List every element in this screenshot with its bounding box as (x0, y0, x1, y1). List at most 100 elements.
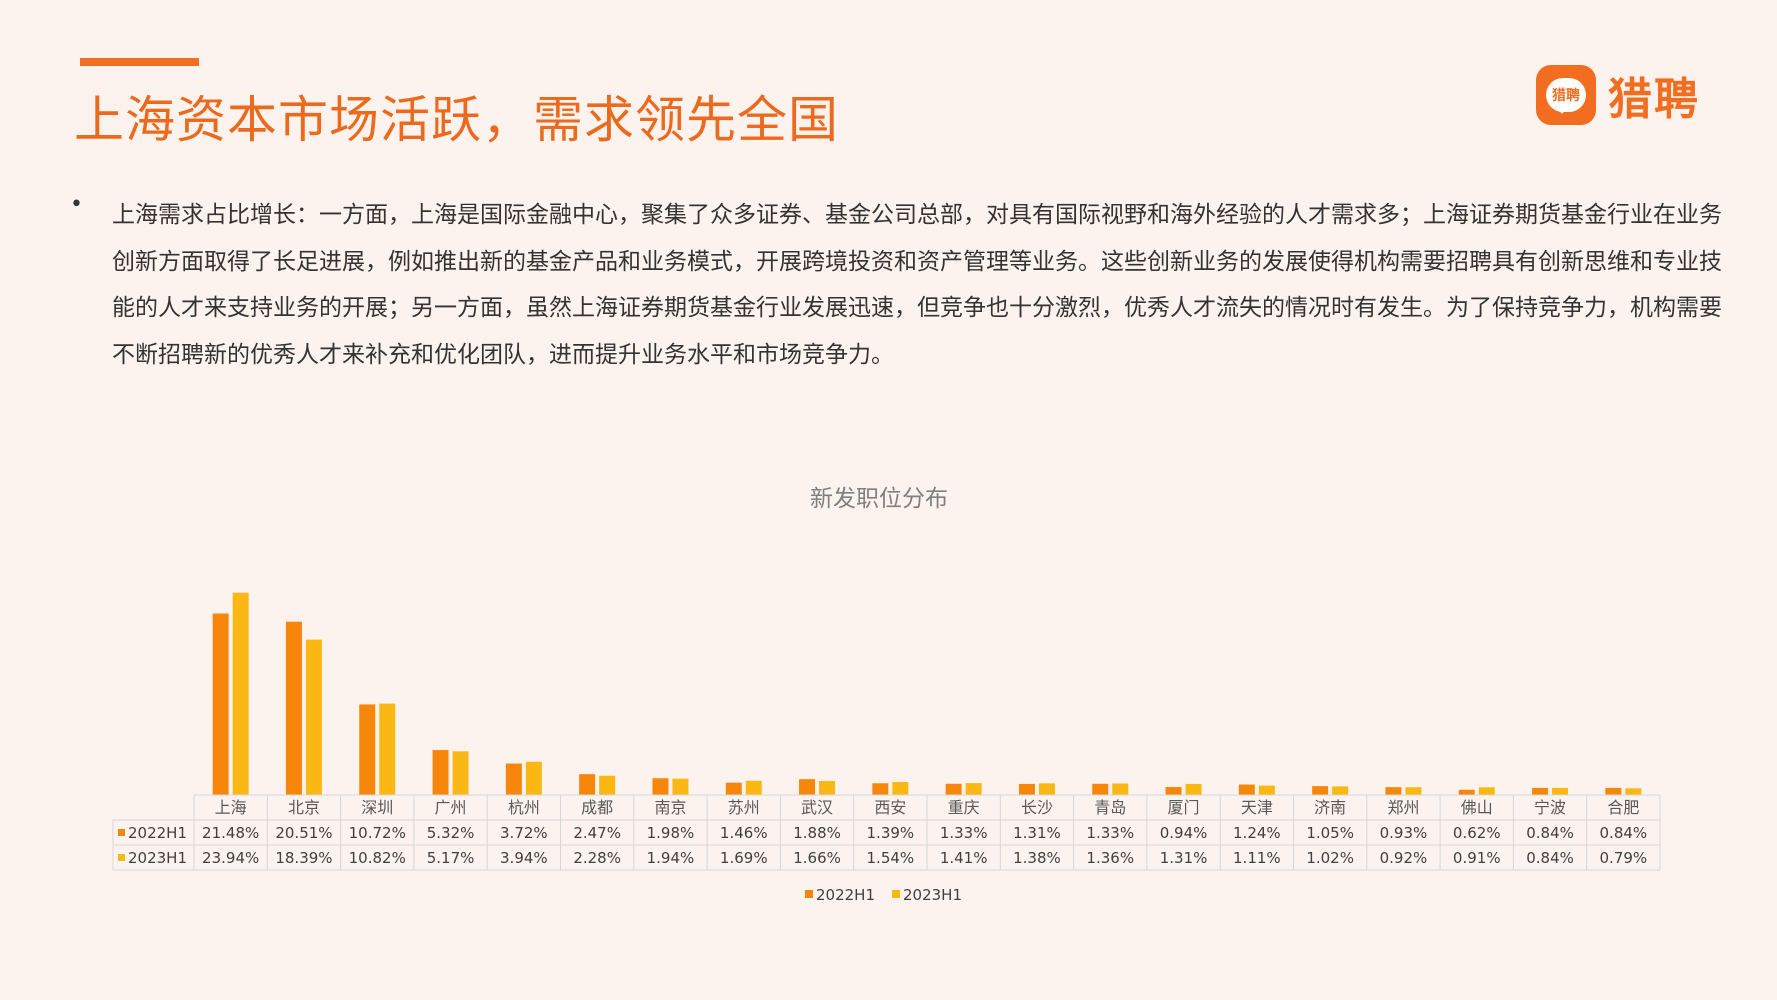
bar-2022h1 (1458, 789, 1475, 795)
chart-title: 新发职位分布 (810, 486, 948, 512)
category-label: 杭州 (508, 798, 540, 817)
bar-2023h1 (525, 761, 542, 795)
legend: 2022H1 2023H1 (805, 886, 962, 904)
bar-2023h1 (1625, 788, 1642, 795)
bar-2023h1 (379, 703, 396, 795)
data-value: 1.33% (1086, 824, 1134, 842)
bar-2022h1 (1165, 787, 1182, 795)
bar-2022h1 (212, 613, 229, 795)
bar-2022h1 (432, 750, 449, 795)
bar-2023h1 (599, 775, 616, 795)
data-value: 3.94% (500, 849, 548, 867)
data-value: 1.33% (940, 824, 988, 842)
bar-2023h1 (1552, 787, 1569, 795)
data-value: 1.94% (647, 849, 695, 867)
legend-swatch (805, 890, 813, 898)
data-value: 20.51% (275, 824, 332, 842)
data-value: 1.31% (1013, 824, 1061, 842)
legend-label: 2023H1 (903, 886, 962, 904)
series-swatch (118, 829, 125, 836)
data-value: 0.62% (1453, 824, 1501, 842)
category-label: 济南 (1314, 798, 1346, 817)
data-value: 1.41% (940, 849, 988, 867)
category-label: 合肥 (1607, 798, 1639, 817)
data-value: 0.94% (1160, 824, 1208, 842)
bar-2023h1 (892, 781, 909, 795)
bar-2022h1 (1605, 787, 1622, 795)
data-value: 0.93% (1380, 824, 1428, 842)
bar-2023h1 (1405, 787, 1422, 795)
data-value: 1.05% (1306, 824, 1354, 842)
category-label: 宁波 (1534, 798, 1566, 817)
data-value: 1.66% (793, 849, 841, 867)
bar-2023h1 (305, 639, 322, 795)
bar-2023h1 (1112, 783, 1129, 795)
bar-2022h1 (1532, 787, 1549, 795)
data-value: 0.79% (1600, 849, 1648, 867)
bar-2022h1 (1385, 787, 1402, 795)
data-value: 1.36% (1086, 849, 1134, 867)
category-label: 广州 (435, 798, 467, 817)
bar-2023h1 (1038, 783, 1055, 795)
data-value: 1.54% (867, 849, 915, 867)
bar-2022h1 (799, 779, 816, 795)
category-label: 深圳 (361, 798, 393, 817)
data-table: 上海 北京 深圳 广州 杭州 成都 南京 苏州 武汉 西安 重庆 长沙 青岛 厦门 天津 济南 郑州 佛山 宁波 合肥… (112, 794, 1661, 871)
data-value: 5.32% (427, 824, 475, 842)
data-value: 23.94% (202, 849, 259, 867)
bar-2023h1 (1185, 783, 1202, 795)
data-value: 10.72% (349, 824, 406, 842)
bar-2023h1 (232, 592, 249, 795)
brand-logo: 猎聘 猎聘 (1536, 63, 1700, 127)
category-label: 重庆 (948, 798, 980, 817)
category-label: 天津 (1241, 798, 1273, 817)
bars-layer (212, 592, 1642, 795)
category-label: 上海 (215, 798, 247, 817)
category-label: 南京 (654, 798, 686, 817)
data-value: 1.88% (793, 824, 841, 842)
bar-2023h1 (1478, 787, 1495, 795)
data-value: 1.46% (720, 824, 768, 842)
bar-2023h1 (819, 780, 836, 795)
bullet-icon: • (70, 192, 83, 217)
data-value: 3.72% (500, 824, 548, 842)
category-label: 北京 (288, 798, 320, 817)
series-swatch (118, 854, 125, 861)
data-value: 0.91% (1453, 849, 1501, 867)
data-value: 5.17% (427, 849, 475, 867)
bar-2022h1 (1018, 783, 1035, 795)
bubble-tail (1555, 105, 1569, 114)
category-label: 厦门 (1168, 798, 1200, 817)
data-value: 18.39% (275, 849, 332, 867)
bar-2022h1 (359, 704, 376, 795)
data-value: 2.47% (573, 824, 621, 842)
series-name: 2022H1 (128, 824, 187, 842)
bar-2022h1 (505, 763, 522, 795)
bar-2022h1 (945, 783, 962, 795)
bar-2023h1 (672, 778, 689, 795)
data-value: 1.38% (1013, 849, 1061, 867)
category-label: 青岛 (1094, 798, 1126, 817)
bar-2022h1 (1092, 783, 1109, 795)
speech-bubble-logo-icon: 猎聘 (1536, 65, 1596, 125)
data-value: 21.48% (202, 824, 259, 842)
bar-2022h1 (579, 774, 596, 795)
category-label: 苏州 (728, 798, 760, 817)
bar-2023h1 (1332, 786, 1349, 795)
bar-2023h1 (452, 751, 469, 795)
data-value: 10.82% (349, 849, 406, 867)
bar-2023h1 (1258, 785, 1275, 795)
legend-label: 2022H1 (816, 886, 875, 904)
category-label: 长沙 (1021, 798, 1053, 817)
data-value: 1.02% (1306, 849, 1354, 867)
category-label: 佛山 (1461, 798, 1493, 817)
data-value: 1.39% (867, 824, 915, 842)
bar-2023h1 (965, 783, 982, 795)
data-value: 0.84% (1600, 824, 1648, 842)
series-name: 2023H1 (128, 849, 187, 867)
bar-2023h1 (745, 780, 762, 795)
data-value: 0.84% (1526, 849, 1574, 867)
brand-name: 猎聘 (1608, 74, 1700, 125)
bar-2022h1 (652, 778, 669, 795)
